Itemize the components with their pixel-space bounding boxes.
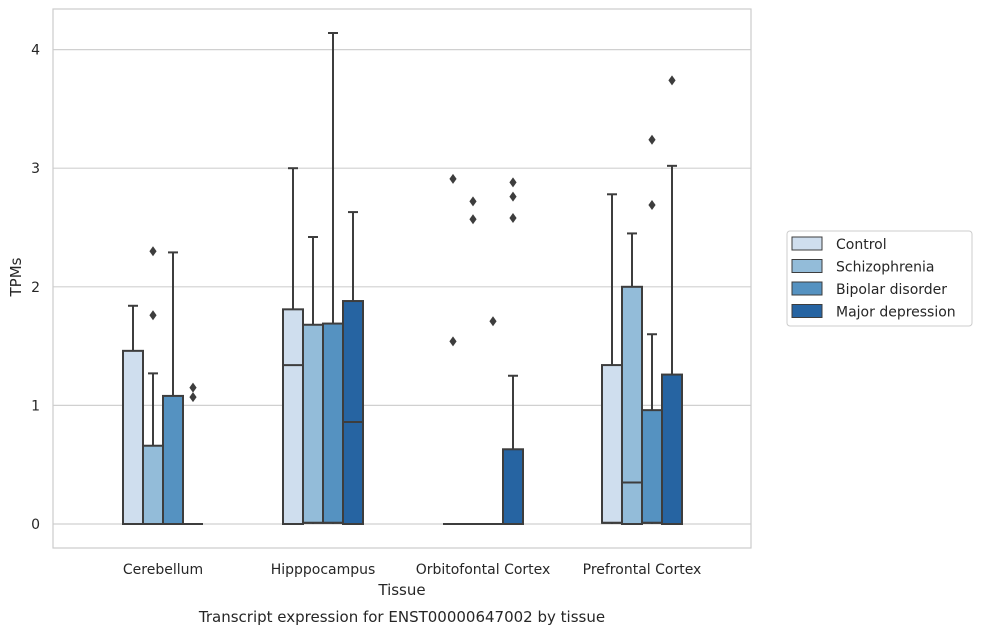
x-tick-label: Orbitofontal Cortex (416, 562, 551, 578)
chart-caption: Transcript expression for ENST0000064700… (198, 608, 605, 626)
box (342, 211, 364, 526)
legend-swatch (791, 259, 823, 273)
outlier-point (509, 191, 517, 202)
box-body (122, 349, 144, 525)
outlier-point (149, 310, 157, 321)
box (443, 173, 463, 525)
outlier-point (469, 196, 477, 207)
legend-label: Major depression (836, 305, 956, 321)
box-body (661, 373, 683, 525)
outlier-point (449, 173, 457, 184)
y-tick-label: 2 (31, 280, 40, 296)
x-tick-label: Prefrontal Cortex (583, 562, 702, 578)
x-axis-ticks: Cerebellum Hipppocampus Orbitofontal Corte… (123, 562, 701, 578)
outlier-point (489, 316, 497, 327)
outlier-point (509, 213, 517, 224)
outlier-point (509, 177, 517, 188)
outlier-point (449, 336, 457, 347)
box (641, 134, 663, 524)
box-body (342, 300, 364, 526)
box-body (621, 285, 643, 525)
box (502, 177, 524, 526)
box (483, 316, 503, 525)
legend-label: Bipolar disorder (836, 282, 947, 298)
legend-swatch (791, 281, 823, 296)
outlier-point (668, 75, 676, 86)
box-body (162, 394, 184, 525)
box (142, 246, 164, 525)
legend-label: Control (836, 237, 887, 253)
y-tick-label: 3 (31, 161, 40, 177)
legend-frame (786, 230, 973, 327)
box (322, 31, 344, 524)
box (601, 193, 623, 524)
box-body (641, 409, 663, 524)
box (621, 232, 643, 525)
outlier-point (189, 392, 197, 403)
outlier-point (469, 214, 477, 225)
legend-label: Schizophrenia (836, 260, 934, 276)
box-body (282, 308, 304, 526)
box-body (302, 323, 324, 524)
y-axis-label: TPMs (7, 257, 25, 297)
legend: Control Schizophrenia Bipolar disorder Majo… (786, 230, 973, 327)
legend-swatch (791, 304, 823, 318)
x-axis-label: Tissue (377, 581, 425, 599)
box-body (601, 364, 623, 524)
box-plots (122, 31, 683, 526)
box (162, 251, 184, 525)
y-tick-label: 4 (31, 43, 40, 59)
plot-frame (52, 8, 752, 549)
box (122, 304, 144, 525)
box (661, 75, 683, 525)
y-tick-label: 1 (31, 398, 40, 414)
legend-swatch (791, 236, 823, 251)
box-body (322, 322, 344, 524)
x-tick-label: Hipppocampus (271, 562, 376, 578)
y-axis-ticks: 0 1 2 3 4 (31, 43, 40, 533)
box (282, 167, 304, 526)
outlier-point (189, 382, 197, 393)
outlier-point (648, 134, 656, 145)
x-tick-label: Cerebellum (123, 562, 203, 578)
outlier-point (149, 246, 157, 257)
box (463, 196, 483, 525)
box-body (142, 444, 164, 525)
y-tick-label: 0 (31, 517, 40, 533)
box (302, 235, 324, 524)
box-body (502, 448, 524, 526)
outlier-point (648, 199, 656, 210)
box (183, 382, 203, 525)
